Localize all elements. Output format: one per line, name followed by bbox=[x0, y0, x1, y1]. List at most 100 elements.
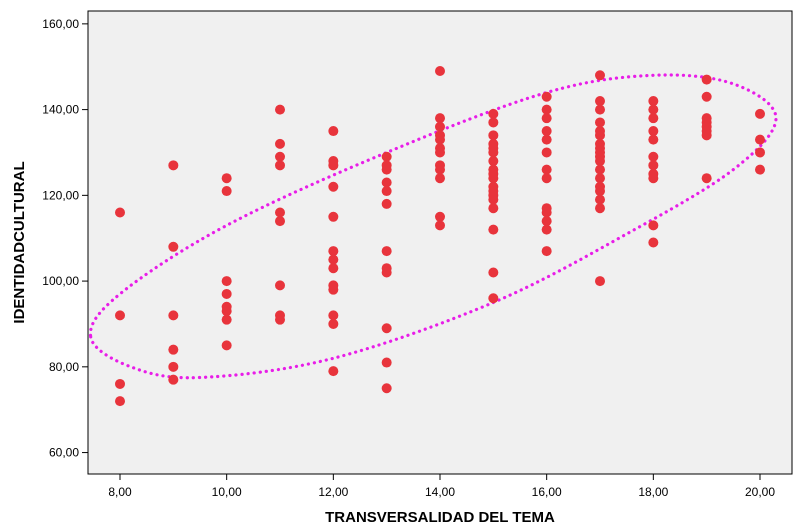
data-point bbox=[488, 130, 499, 141]
data-point bbox=[328, 126, 339, 137]
data-point bbox=[648, 237, 659, 248]
data-point bbox=[648, 113, 659, 124]
data-point bbox=[595, 173, 605, 184]
data-point bbox=[435, 211, 445, 222]
data-point bbox=[648, 96, 659, 107]
data-point bbox=[381, 323, 392, 334]
data-point bbox=[115, 310, 125, 321]
x-tick-label: 8,00 bbox=[108, 485, 132, 499]
y-tick-label: 120,00 bbox=[42, 188, 79, 202]
data-point bbox=[221, 306, 232, 317]
data-point bbox=[488, 194, 499, 205]
data-point bbox=[701, 91, 712, 102]
confidence-ellipse-layer bbox=[88, 73, 778, 380]
data-point bbox=[755, 108, 765, 119]
data-point bbox=[328, 254, 339, 265]
data-point bbox=[595, 194, 605, 205]
data-point bbox=[168, 160, 179, 171]
data-point bbox=[221, 186, 232, 197]
data-point bbox=[755, 147, 765, 158]
y-tick-label: 60,00 bbox=[49, 446, 79, 460]
data-point bbox=[328, 160, 339, 171]
data-point bbox=[328, 246, 339, 257]
data-point bbox=[595, 276, 605, 287]
data-point bbox=[221, 173, 232, 184]
data-point bbox=[381, 198, 392, 209]
y-axis-title: IDENTIDADCULTURAL bbox=[11, 161, 28, 323]
data-point bbox=[328, 181, 339, 192]
data-point bbox=[701, 173, 712, 184]
data-point bbox=[488, 203, 499, 214]
data-point bbox=[701, 74, 712, 85]
data-point bbox=[328, 310, 339, 321]
data-point bbox=[541, 91, 552, 102]
data-point bbox=[168, 374, 179, 385]
y-tick-label: 140,00 bbox=[42, 103, 79, 117]
data-point bbox=[115, 378, 125, 389]
data-point bbox=[595, 130, 605, 141]
data-point bbox=[275, 138, 285, 149]
data-point bbox=[381, 267, 392, 278]
data-point bbox=[488, 267, 499, 278]
data-point bbox=[595, 164, 605, 175]
data-point bbox=[328, 211, 339, 222]
data-point bbox=[435, 66, 445, 77]
data-point bbox=[275, 151, 285, 162]
y-tick-label: 80,00 bbox=[49, 360, 79, 374]
data-point bbox=[168, 344, 179, 355]
data-point bbox=[221, 314, 232, 325]
data-point bbox=[595, 186, 605, 197]
y-tick-label: 160,00 bbox=[42, 17, 79, 31]
confidence-ellipse bbox=[88, 73, 778, 380]
data-point bbox=[328, 284, 339, 295]
data-point bbox=[595, 70, 605, 81]
data-point bbox=[595, 203, 605, 214]
y-tick-label: 100,00 bbox=[42, 274, 79, 288]
data-point bbox=[381, 383, 392, 394]
data-point bbox=[328, 366, 339, 377]
data-point bbox=[541, 164, 552, 175]
data-point bbox=[595, 156, 605, 167]
data-point bbox=[595, 117, 605, 128]
data-point bbox=[648, 220, 659, 231]
data-point bbox=[648, 173, 659, 184]
data-points-layer bbox=[115, 66, 765, 407]
data-point bbox=[541, 126, 552, 137]
data-point bbox=[275, 314, 285, 325]
data-point bbox=[381, 186, 392, 197]
x-axis-ticks: 8,00 10,00 12,00 14,00 16,00 18,00 20,00 bbox=[108, 474, 775, 499]
x-tick-label: 14,00 bbox=[425, 485, 455, 499]
data-point bbox=[275, 216, 285, 227]
data-point bbox=[275, 207, 285, 218]
data-point bbox=[595, 104, 605, 115]
data-point bbox=[488, 156, 499, 167]
x-tick-label: 18,00 bbox=[638, 485, 668, 499]
data-point bbox=[275, 160, 285, 171]
data-point bbox=[435, 147, 445, 158]
data-point bbox=[488, 173, 499, 184]
data-point bbox=[488, 147, 499, 158]
x-tick-label: 16,00 bbox=[532, 485, 562, 499]
data-point bbox=[541, 134, 552, 145]
data-point bbox=[648, 160, 659, 171]
data-point bbox=[648, 126, 659, 137]
data-point bbox=[435, 134, 445, 145]
data-point bbox=[648, 134, 659, 145]
data-point bbox=[381, 357, 392, 368]
data-point bbox=[541, 113, 552, 124]
data-point bbox=[328, 318, 339, 329]
data-point bbox=[541, 147, 552, 158]
data-point bbox=[755, 164, 765, 175]
x-axis-title: TRANSVERSALIDAD DEL TEMA bbox=[325, 509, 555, 526]
x-tick-label: 20,00 bbox=[745, 485, 775, 499]
data-point bbox=[755, 134, 765, 145]
data-point bbox=[435, 121, 445, 132]
data-point bbox=[435, 113, 445, 124]
data-point bbox=[221, 276, 232, 287]
data-point bbox=[435, 173, 445, 184]
data-point bbox=[168, 361, 179, 372]
data-point bbox=[488, 224, 499, 235]
data-point bbox=[221, 340, 232, 351]
data-point bbox=[595, 96, 605, 107]
x-tick-label: 10,00 bbox=[212, 485, 242, 499]
